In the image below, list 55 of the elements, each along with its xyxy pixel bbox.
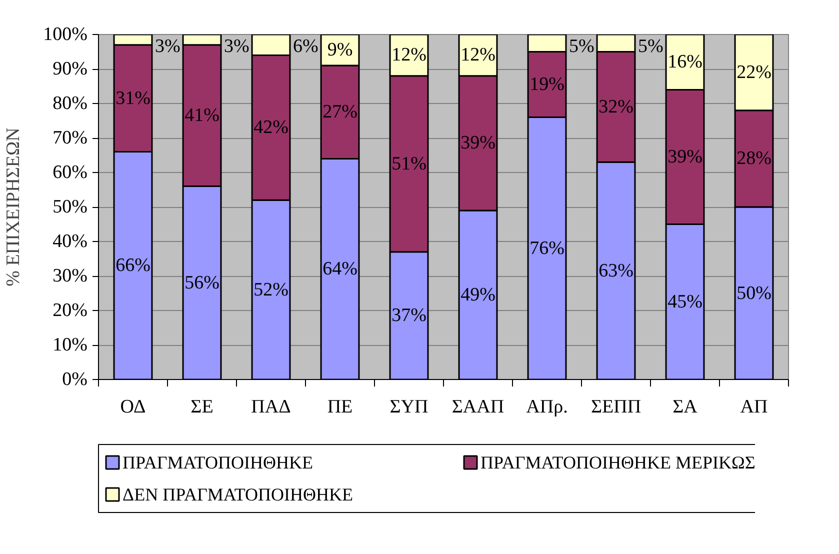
y-tick-label: 90%: [52, 58, 88, 80]
data-label: 39%: [668, 146, 703, 168]
data-label: 12%: [392, 44, 427, 66]
x-tick-label: ΣΕ: [190, 396, 214, 418]
data-label: 51%: [392, 153, 427, 174]
data-label: 49%: [460, 284, 496, 306]
data-label: 9%: [327, 40, 353, 61]
data-label: 76%: [530, 238, 565, 259]
data-label: 31%: [116, 88, 151, 109]
x-tick-label: ΣΑ: [672, 396, 698, 418]
data-label: 37%: [392, 305, 427, 326]
legend-label: ΠΡΑΓΜΑΤΟΠΟΙΗΘΗΚΕ: [122, 452, 313, 472]
x-tick-label: ΣΥΠ: [390, 396, 429, 418]
legend-label: ΠΡΑΓΜΑΤΟΠΟΙΗΘΗΚΕ ΜΕΡΙΚΩΣ: [480, 452, 756, 472]
data-label: 3%: [154, 36, 180, 57]
data-label: 12%: [460, 44, 496, 66]
data-label: 41%: [184, 105, 220, 126]
data-label: 6%: [292, 36, 318, 57]
data-label: 52%: [254, 279, 289, 300]
data-label: 66%: [116, 255, 151, 276]
y-tick-label: 60%: [52, 162, 88, 183]
data-label: 64%: [322, 258, 358, 280]
data-label: 45%: [668, 291, 703, 312]
x-tick-label: ΠΕ: [327, 396, 353, 418]
x-tick-label: ΟΔ: [120, 396, 146, 418]
y-tick-label: 20%: [52, 300, 88, 321]
data-label: 42%: [254, 117, 289, 138]
x-tick-label: ΠΑΔ: [251, 396, 291, 418]
y-tick-label: 30%: [52, 266, 88, 286]
data-label: 19%: [530, 74, 565, 96]
y-tick-label: 100%: [43, 24, 88, 45]
x-tick-label: ΣΑΑΠ: [452, 396, 504, 418]
y-tick-label: 40%: [52, 231, 88, 252]
x-tick-label: ΑΠρ.: [526, 396, 568, 418]
data-label: 3%: [224, 36, 250, 57]
data-label: 50%: [736, 282, 772, 304]
y-tick-label: 80%: [52, 93, 88, 114]
data-label: 16%: [668, 52, 703, 73]
data-label: 28%: [736, 148, 772, 170]
data-label: 39%: [460, 132, 496, 154]
data-label: 63%: [598, 260, 634, 282]
data-label: 5%: [568, 36, 594, 57]
data-label: 22%: [736, 62, 772, 83]
data-label: 32%: [598, 96, 634, 118]
y-tick-label: 0%: [62, 369, 88, 390]
x-tick-label: ΣΕΠΠ: [590, 396, 642, 418]
data-label: 27%: [322, 102, 358, 123]
y-axis-title: % ΕΠΙΧΕΙΡΗΣΕΩΝ: [3, 127, 24, 286]
y-tick-label: 70%: [52, 128, 88, 148]
legend-label: ΔΕΝ ΠΡΑΓΜΑΤΟΠΟΙΗΘΗΚΕ: [122, 484, 354, 504]
y-tick-label: 50%: [52, 196, 88, 218]
data-label: 5%: [638, 36, 664, 57]
y-tick-label: 10%: [52, 334, 88, 356]
data-label: 56%: [184, 272, 220, 294]
x-tick-label: ΑΠ: [740, 396, 768, 418]
